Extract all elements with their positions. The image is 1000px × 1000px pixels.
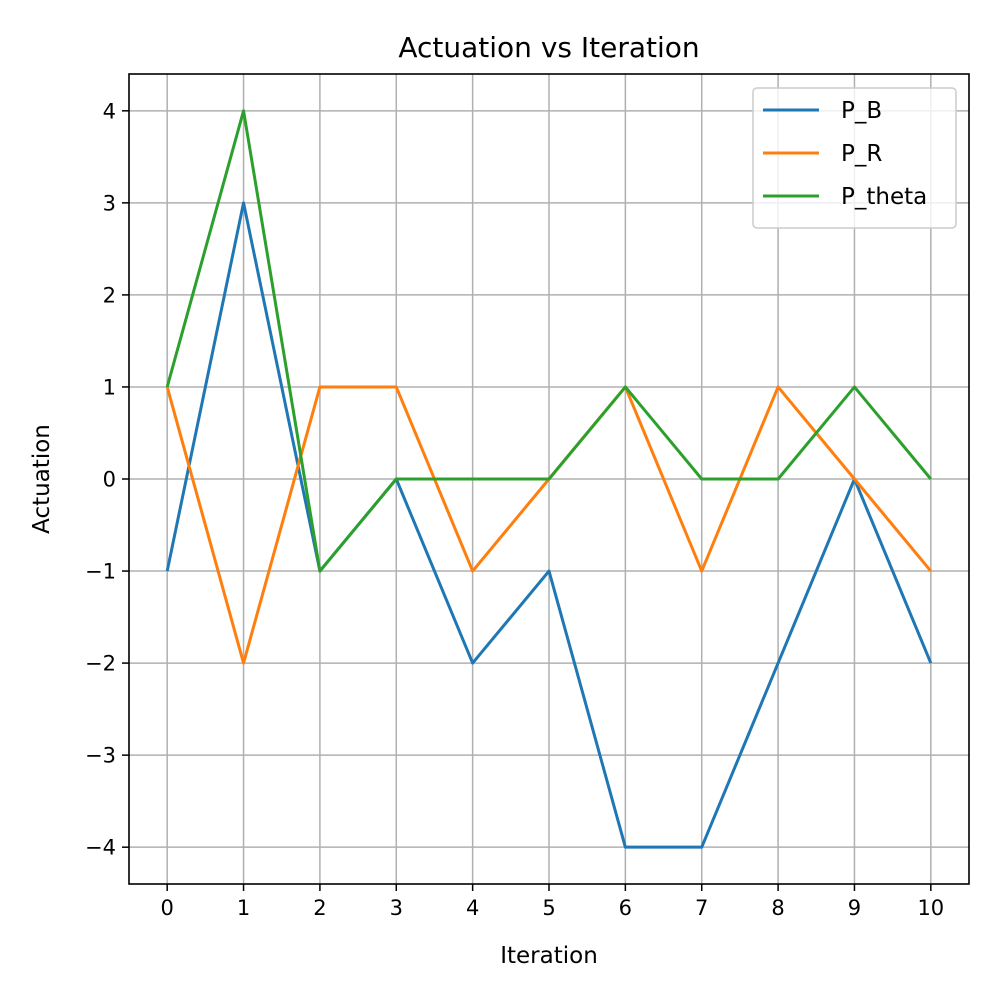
x-tick-label: 5 [542,896,555,920]
y-axis-ticks: −4 −3 −2 −1 0 1 2 3 4 [85,99,129,860]
x-tick-label: 3 [390,896,403,920]
series-line-p-theta [165,109,932,573]
y-tick-label: 0 [103,468,116,492]
y-tick-label: 1 [103,375,116,399]
chart-title: Actuation vs Iteration [398,31,699,64]
x-tick-label: 10 [917,896,944,920]
y-tick-label: −2 [85,652,116,676]
y-tick-label: −4 [85,836,116,860]
y-tick-label: 3 [103,191,116,215]
x-tick-label: 7 [695,896,708,920]
x-tick-label: 0 [160,896,173,920]
x-tick-label: 2 [313,896,326,920]
legend-label: P_R [841,141,882,167]
series-lines [165,109,933,849]
series-line-p-b [165,201,933,849]
legend-box [752,87,957,229]
legend-label: P_theta [841,184,927,210]
y-tick-label: −1 [85,560,116,584]
x-tick-label: 9 [848,896,861,920]
y-tick-label: −3 [85,744,116,768]
legend: P_B P_R P_theta [752,87,957,229]
legend-label: P_B [841,98,882,124]
x-axis-label: Iteration [500,943,598,969]
y-tick-label: 4 [103,99,116,123]
y-tick-label: 2 [103,283,116,307]
x-axis-ticks: 0 1 2 3 4 5 6 7 8 9 10 [160,884,944,920]
x-tick-label: 1 [237,896,250,920]
x-tick-label: 6 [619,896,632,920]
x-tick-label: 4 [466,896,479,920]
y-axis-label: Actuation [29,424,55,534]
x-tick-label: 8 [771,896,784,920]
